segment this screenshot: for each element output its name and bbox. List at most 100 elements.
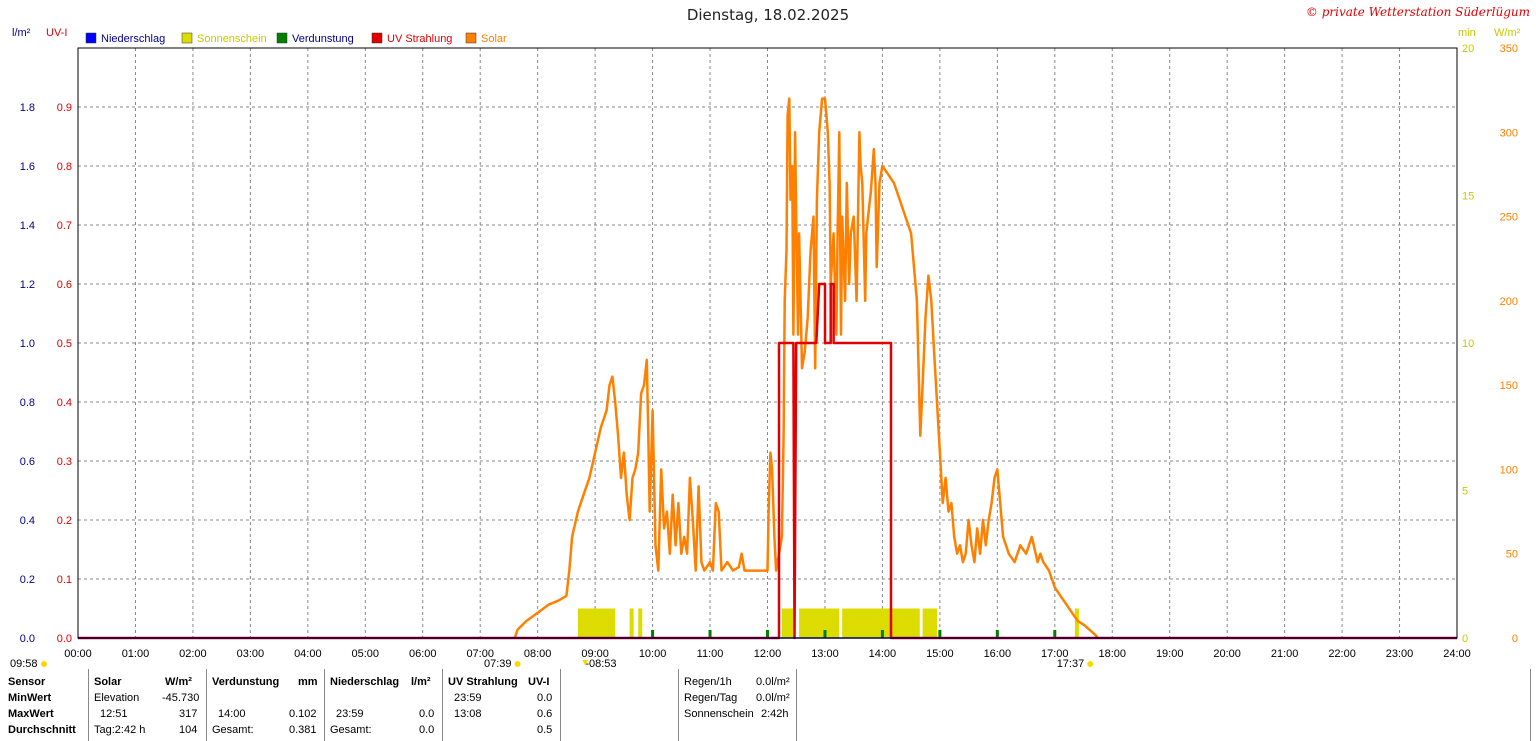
row-avg-verd-val: 0.381: [289, 724, 317, 736]
row-avg-nied-time: Gesamt:: [330, 724, 372, 736]
y-tick-niederschlag: 0.8: [20, 397, 35, 409]
table-divider: [1530, 669, 1531, 741]
unit-left-outer: l/m²: [12, 27, 31, 39]
x-tick-label: 08:00: [524, 648, 552, 660]
verdunstung-mark: [1053, 630, 1057, 638]
sonnenschein-bar: [781, 608, 794, 638]
verdunstung-mark: [823, 630, 827, 638]
sonnenschein-bar: [577, 608, 616, 638]
table-header-sensor: Sensor: [8, 676, 46, 688]
y-tick-solar: 100: [1500, 464, 1518, 476]
sonnenschein-bar: [638, 608, 643, 638]
copyright-text: © private Wetterstation Süderlügum: [1306, 5, 1530, 19]
row-max-nied-val: 0.0: [419, 708, 435, 720]
extra-regen-tag-value: 0.0l/m²: [756, 692, 790, 704]
y-tick-sonnenschein: 0: [1462, 633, 1468, 645]
marker-sunrise: 07:39: [484, 658, 512, 670]
y-tick-uv: 0.7: [57, 220, 72, 232]
y-tick-niederschlag: 1.8: [20, 102, 35, 114]
y-tick-niederschlag: 1.4: [20, 220, 35, 232]
x-tick-label: 18:00: [1098, 648, 1126, 660]
extra-sonnenschein-label: Sonnenschein: [684, 708, 754, 720]
x-tick-label: 17:00: [1041, 648, 1069, 660]
row-avg-label: Durchschnitt: [8, 724, 76, 736]
chart-title: Dienstag, 18.02.2025: [687, 6, 849, 24]
y-tick-solar: 150: [1500, 380, 1518, 392]
series-solar: [513, 97, 1099, 639]
y-tick-uv: 0.5: [57, 338, 72, 350]
x-tick-label: 16:00: [984, 648, 1012, 660]
x-tick-label: 13:00: [811, 648, 839, 660]
verdunstung-mark: [880, 630, 884, 638]
row-avg-solar-time: Tag:2:42 h: [94, 724, 146, 736]
legend-label-sonnenschein: Sonnenschein: [197, 33, 267, 45]
row-max-uv-time: 13:08: [454, 708, 482, 720]
table-header-solar-unit: W/m²: [165, 676, 192, 688]
axis-ticks: 00:00 01:00 02:00 03:00 04:00 05:00 06:00 07:00…: [20, 43, 1518, 660]
y-tick-uv: 0.2: [57, 515, 72, 527]
series-uv-strahlung: [78, 282, 1457, 640]
table-divider: [442, 669, 443, 741]
y-tick-niederschlag: 0.2: [20, 574, 35, 586]
x-tick-label: 14:00: [869, 648, 897, 660]
verdunstung-mark: [938, 630, 942, 638]
x-tick-label: 05:00: [352, 648, 380, 660]
x-tick-label: 04:00: [294, 648, 322, 660]
row-avg-uv-val: 0.5: [537, 724, 553, 736]
table-divider: [560, 669, 561, 741]
unit-right-outer: W/m²: [1494, 27, 1521, 39]
y-tick-niederschlag: 0.0: [20, 633, 35, 645]
x-tick-label: 00:00: [64, 648, 92, 660]
grid: [78, 48, 1457, 638]
row-avg-nied-val: 0.0: [419, 724, 435, 736]
x-tick-label: 23:00: [1386, 648, 1414, 660]
marker-left-time: 09:58: [10, 658, 38, 670]
marker-sunset: 17:37: [1057, 658, 1085, 670]
table-header-niederschlag: Niederschlag: [330, 676, 400, 688]
legend-swatch-verdunstung: [276, 32, 288, 44]
row-avg-verd-time: Gesamt:: [212, 724, 254, 736]
row-min-solar-val: -45.730: [162, 692, 200, 704]
row-max-solar-val: 317: [179, 708, 198, 720]
solar-noon-triangle: [582, 660, 589, 666]
extra-regen-1h-value: 0.0l/m²: [756, 676, 790, 688]
legend-label-uv-strahlung: UV Strahlung: [387, 33, 452, 45]
legend-label-verdunstung: Verdunstung: [292, 33, 354, 45]
x-tick-label: 12:00: [754, 648, 782, 660]
y-tick-niederschlag: 1.2: [20, 279, 35, 291]
marker-solar-noon: -08:53: [585, 658, 616, 670]
x-tick-label: 01:00: [122, 648, 150, 660]
legend-swatch-solar: [465, 32, 477, 44]
table-divider: [88, 669, 89, 741]
marker-left-time-dot: [41, 661, 47, 667]
unit-left-inner: UV-I: [46, 27, 67, 39]
table-header-niederschlag-unit: l/m²: [411, 676, 431, 688]
legend-swatch-uv-strahlung: [371, 32, 383, 44]
y-tick-niederschlag: 1.0: [20, 338, 35, 350]
row-max-verd-val: 0.102: [289, 708, 317, 720]
plot-frame: [77, 47, 1458, 639]
row-max-label: MaxWert: [8, 708, 54, 720]
y-tick-sonnenschein: 10: [1462, 338, 1474, 350]
y-tick-uv: 0.0: [57, 633, 72, 645]
legend-label-solar: Solar: [481, 33, 507, 45]
x-tick-label: 11:00: [697, 648, 724, 660]
row-max-nied-time: 23:59: [336, 708, 364, 720]
unit-right-inner: min: [1458, 27, 1476, 39]
row-max-solar-time: 12:51: [100, 708, 128, 720]
y-tick-uv: 0.9: [57, 102, 72, 114]
y-tick-solar: 250: [1500, 212, 1518, 224]
verdunstung-mark: [766, 630, 769, 638]
legend-swatch-sonnenschein: [181, 32, 193, 44]
y-tick-sonnenschein: 5: [1462, 486, 1468, 498]
row-min-uv-val: 0.0: [537, 692, 553, 704]
extra-regen-1h-label: Regen/1h: [684, 676, 732, 688]
table-divider: [324, 669, 325, 741]
marker-sunrise-dot: [514, 661, 521, 667]
y-tick-solar: 300: [1500, 127, 1518, 139]
y-tick-uv: 0.6: [57, 279, 72, 291]
table-header-verdunstung-unit: mm: [298, 676, 318, 688]
table-header-verdunstung: Verdunstung: [212, 676, 280, 688]
x-tick-label: 24:00: [1443, 648, 1471, 660]
